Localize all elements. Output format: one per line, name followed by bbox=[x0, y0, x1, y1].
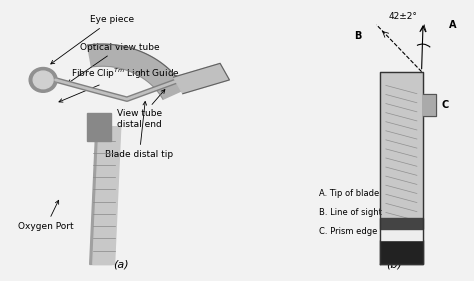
Text: A: A bbox=[449, 20, 456, 30]
Text: Fibre Clip$^{Tm}$ Light Guide: Fibre Clip$^{Tm}$ Light Guide bbox=[59, 67, 180, 102]
Circle shape bbox=[33, 71, 53, 89]
Bar bbox=[380, 72, 423, 264]
Text: View tube
distal end: View tube distal end bbox=[117, 90, 165, 129]
Text: B. Line of sight: B. Line of sight bbox=[319, 208, 382, 217]
Polygon shape bbox=[423, 94, 436, 116]
Text: A. Tip of blade: A. Tip of blade bbox=[319, 189, 379, 198]
Text: B: B bbox=[354, 31, 362, 40]
Polygon shape bbox=[380, 217, 423, 229]
Polygon shape bbox=[173, 64, 229, 94]
Bar bbox=[87, 113, 111, 140]
Text: C: C bbox=[442, 100, 449, 110]
Text: (a): (a) bbox=[113, 259, 128, 269]
Polygon shape bbox=[380, 240, 423, 264]
Text: Blade distal tip: Blade distal tip bbox=[105, 101, 173, 159]
Circle shape bbox=[29, 67, 57, 92]
Polygon shape bbox=[93, 127, 121, 264]
Polygon shape bbox=[380, 229, 423, 240]
Text: Eye piece: Eye piece bbox=[51, 15, 134, 64]
Text: (b): (b) bbox=[386, 259, 401, 269]
Text: Optical view tube: Optical view tube bbox=[68, 43, 160, 83]
Text: 42±2°: 42±2° bbox=[389, 12, 418, 21]
Polygon shape bbox=[90, 127, 118, 264]
Text: C. Prism edge: C. Prism edge bbox=[319, 227, 377, 236]
Polygon shape bbox=[88, 44, 185, 99]
Text: Oxygen Port: Oxygen Port bbox=[18, 200, 74, 231]
